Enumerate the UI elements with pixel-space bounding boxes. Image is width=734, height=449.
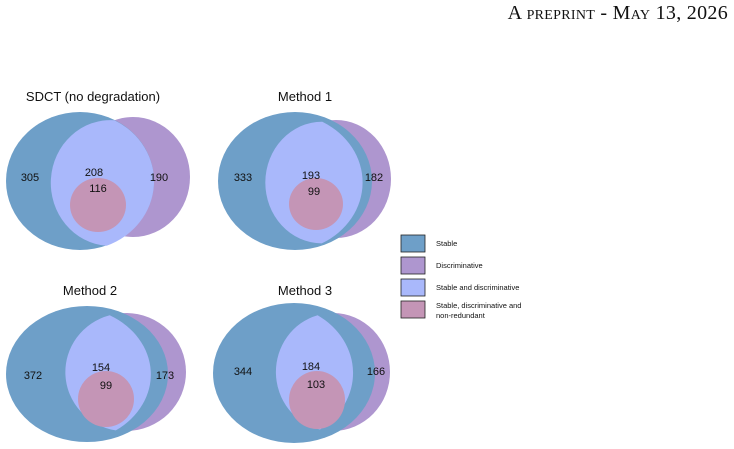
legend-label: Stable, discriminative and (436, 301, 521, 310)
non-redundant-count: 99 (308, 186, 320, 198)
header-text: May (612, 2, 651, 24)
venn-panel: SDCT (no degradation) 305 208 190 116 (6, 89, 190, 250)
non-redundant-count: 116 (89, 183, 107, 195)
legend-swatch-stable-and-discriminative (400, 278, 426, 297)
legend-swatch-discriminative (400, 256, 426, 275)
discriminative-count: 173 (156, 370, 174, 382)
header-text: preprint (526, 2, 596, 24)
header-text: 13, 2026 (650, 2, 728, 24)
non-redundant-count: 103 (307, 379, 325, 391)
non-redundant-count: 99 (100, 380, 112, 392)
legend-swatch-non-redundant (400, 300, 426, 319)
legend-swatch-stable (400, 234, 426, 253)
stable-count: 305 (21, 172, 39, 184)
overlap-count: 208 (85, 167, 103, 179)
venn-panel: Method 2 372 154 173 99 (6, 283, 186, 442)
legend-label: Stable and discriminative (436, 283, 519, 292)
non-redundant-circle (70, 178, 126, 232)
header-text: A (507, 2, 527, 24)
non-redundant-circle (289, 371, 345, 429)
stable-count: 372 (24, 370, 42, 382)
running-header: A preprint - May 13, 2026 (508, 2, 728, 25)
legend-label: non-redundant (436, 311, 486, 320)
overlap-count: 193 (302, 170, 320, 182)
discriminative-count: 182 (365, 172, 383, 184)
overlap-count: 184 (302, 361, 320, 373)
venn-title: Method 3 (278, 283, 332, 298)
discriminative-count: 166 (367, 366, 385, 378)
venn-title: Method 2 (63, 283, 117, 298)
venn-panel: Method 1 333 193 182 99 (218, 89, 391, 250)
legend-label: Stable (436, 239, 457, 248)
venn-panel: Method 3 344 184 166 103 (213, 283, 390, 443)
header-text: - (595, 2, 613, 24)
non-redundant-circle (289, 178, 343, 230)
venn-title: SDCT (no degradation) (26, 89, 160, 104)
stable-count: 344 (234, 366, 252, 378)
discriminative-count: 190 (150, 172, 168, 184)
stable-count: 333 (234, 172, 252, 184)
legend: Stable Discriminative Stable and discrim… (400, 234, 521, 320)
legend-label: Discriminative (436, 261, 483, 270)
overlap-count: 154 (92, 362, 110, 374)
venn-title: Method 1 (278, 89, 332, 104)
non-redundant-circle (78, 371, 134, 427)
